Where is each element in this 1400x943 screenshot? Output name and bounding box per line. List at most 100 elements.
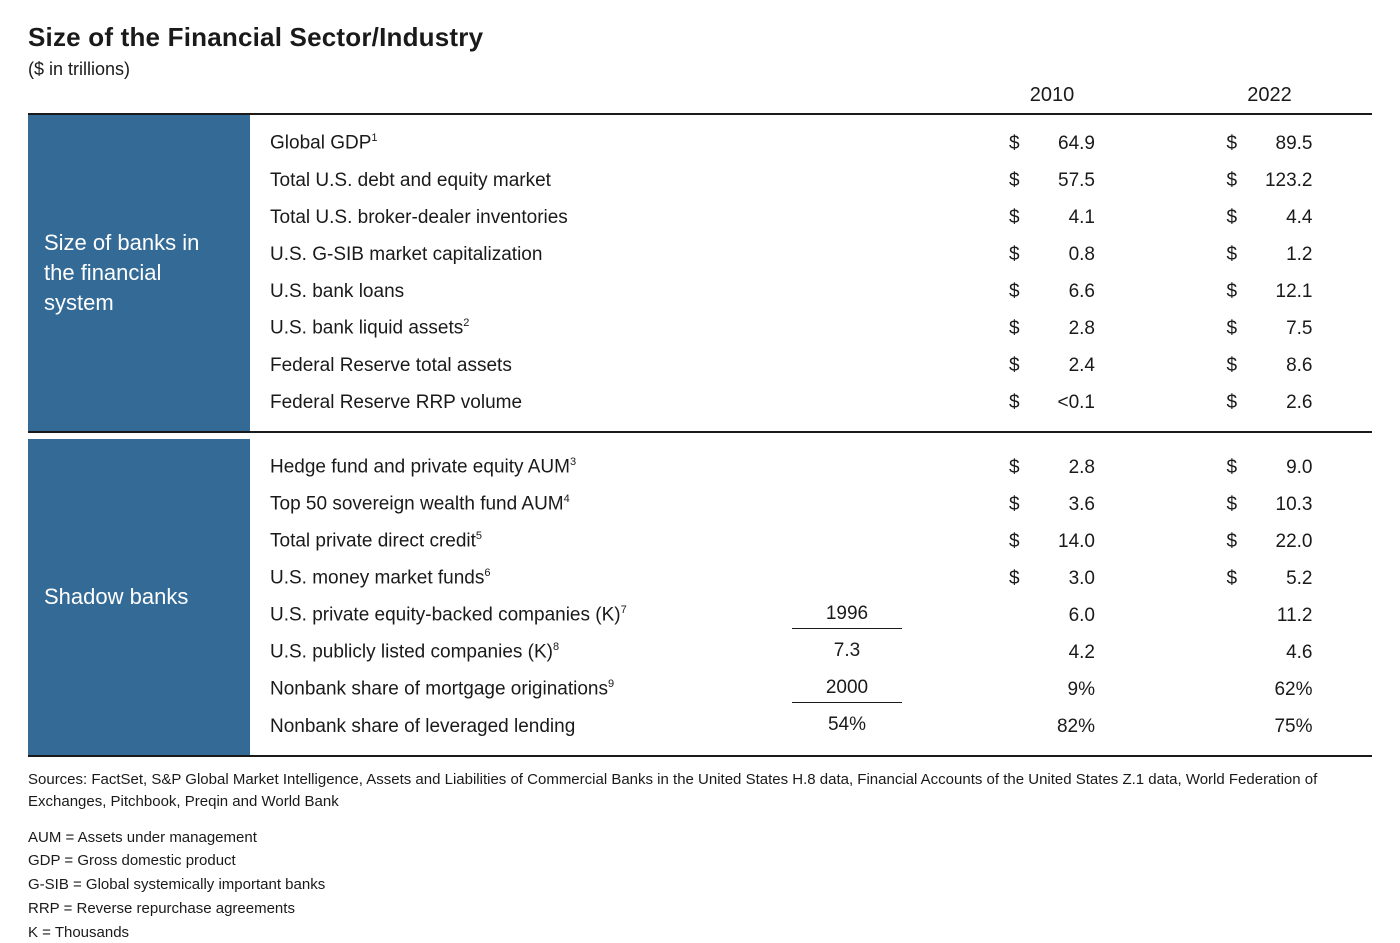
row-value: 57.5 (1039, 170, 1095, 192)
row-label: Federal Reserve total assets (270, 355, 757, 377)
row-extra-col: 54% (757, 714, 937, 739)
row-value-cell: $4.1 (937, 207, 1167, 229)
row-label: U.S. bank loans (270, 281, 757, 303)
row-value: 6.0 (1009, 605, 1095, 627)
row-value-cell: $8.6 (1167, 355, 1372, 377)
currency-symbol: $ (1227, 207, 1257, 229)
row-value: 75% (1227, 716, 1313, 738)
row-value: 12.1 (1257, 281, 1313, 303)
table-row: U.S. publicly listed companies (K)87.34.… (270, 634, 1372, 671)
table-row: Top 50 sovereign wealth fund AUM4$3.6$10… (270, 486, 1372, 523)
currency-symbol: $ (1227, 355, 1257, 377)
currency-symbol: $ (1227, 281, 1257, 303)
row-label: Total private direct credit5 (270, 530, 757, 552)
sources-text: Sources: FactSet, S&P Global Market Inte… (28, 769, 1372, 813)
column-header-2022: 2022 (1167, 84, 1372, 107)
row-footnote-ref: 9 (608, 678, 614, 690)
row-value: 62% (1227, 679, 1313, 701)
currency-symbol: $ (1009, 568, 1039, 590)
column-header-row: 2010 2022 (28, 84, 1372, 115)
financial-sector-table: Size of the Financial Sector/Industry ($… (0, 0, 1400, 943)
row-value: 3.0 (1039, 568, 1095, 590)
currency-symbol: $ (1227, 133, 1257, 155)
row-value: 4.6 (1227, 642, 1313, 664)
row-value: 7.5 (1257, 318, 1313, 340)
row-extra-value: 2000 (792, 677, 902, 703)
row-value: 22.0 (1257, 531, 1313, 553)
currency-symbol: $ (1009, 355, 1039, 377)
table-group: Shadow banks Hedge fund and private equit… (28, 439, 1372, 757)
row-value-cell: 82% (937, 716, 1167, 738)
table-row: Total U.S. broker-dealer inventories$4.1… (270, 199, 1372, 236)
row-label: U.S. G-SIB market capitalization (270, 244, 757, 266)
row-value: 8.6 (1257, 355, 1313, 377)
footnotes: Sources: FactSet, S&P Global Market Inte… (28, 769, 1372, 943)
row-value-cell: $5.2 (1167, 568, 1372, 590)
row-extra-value: 7.3 (792, 640, 902, 665)
group-side-label: Shadow banks (28, 439, 250, 755)
currency-symbol: $ (1009, 281, 1039, 303)
row-value-cell: $1.2 (1167, 244, 1372, 266)
currency-symbol: $ (1227, 457, 1257, 479)
currency-symbol: $ (1227, 170, 1257, 192)
currency-symbol: $ (1227, 244, 1257, 266)
row-value-cell: $9.0 (1167, 457, 1372, 479)
group-rows: Hedge fund and private equity AUM3$2.8$9… (270, 439, 1372, 755)
currency-symbol: $ (1009, 244, 1039, 266)
row-value-cell: 9% (937, 679, 1167, 701)
row-value: 14.0 (1039, 531, 1095, 553)
row-value-cell: $0.8 (937, 244, 1167, 266)
page-subtitle: ($ in trillions) (28, 59, 1372, 80)
row-extra-col: 7.3 (757, 640, 937, 665)
row-value: 4.4 (1257, 207, 1313, 229)
table-row: U.S. money market funds6$3.0$5.2 (270, 560, 1372, 597)
row-label: Hedge fund and private equity AUM3 (270, 456, 757, 478)
column-header-2010: 2010 (937, 84, 1167, 107)
row-value: 82% (1009, 716, 1095, 738)
row-value-cell: 4.2 (937, 642, 1167, 664)
row-value-cell: $14.0 (937, 531, 1167, 553)
row-value-cell: 11.2 (1167, 605, 1372, 627)
definition-item: AUM = Assets under management (28, 827, 1372, 849)
definition-item: RRP = Reverse repurchase agreements (28, 898, 1372, 920)
row-value: 4.1 (1039, 207, 1095, 229)
row-value-cell: $<0.1 (937, 392, 1167, 414)
row-value: 4.2 (1009, 642, 1095, 664)
row-value-cell: $89.5 (1167, 133, 1372, 155)
row-value-cell: $2.4 (937, 355, 1167, 377)
currency-symbol: $ (1009, 133, 1039, 155)
currency-symbol: $ (1009, 457, 1039, 479)
table-row: U.S. bank loans$6.6$12.1 (270, 273, 1372, 310)
currency-symbol: $ (1227, 318, 1257, 340)
row-footnote-ref: 6 (484, 567, 490, 579)
table-row: Nonbank share of mortgage originations92… (270, 671, 1372, 708)
table-row: Nonbank share of leveraged lending54%82%… (270, 708, 1372, 745)
currency-symbol: $ (1227, 531, 1257, 553)
row-value: 2.8 (1039, 457, 1095, 479)
row-value-cell: $2.8 (937, 318, 1167, 340)
row-footnote-ref: 5 (476, 530, 482, 542)
currency-symbol: $ (1227, 494, 1257, 516)
row-value: 2.6 (1257, 392, 1313, 414)
table-row: Global GDP1$64.9$89.5 (270, 125, 1372, 162)
table-group: Size of banks in the financial systemGlo… (28, 115, 1372, 433)
currency-symbol: $ (1009, 170, 1039, 192)
currency-symbol: $ (1227, 568, 1257, 590)
row-extra-col: 1996 (757, 603, 937, 629)
row-value: 10.3 (1257, 494, 1313, 516)
row-value: <0.1 (1039, 392, 1095, 414)
row-value: 6.6 (1039, 281, 1095, 303)
row-value-cell: 62% (1167, 679, 1372, 701)
row-value: 64.9 (1039, 133, 1095, 155)
page-title: Size of the Financial Sector/Industry (28, 22, 1372, 53)
row-footnote-ref: 1 (371, 132, 377, 144)
row-value-cell: $7.5 (1167, 318, 1372, 340)
row-label: Top 50 sovereign wealth fund AUM4 (270, 493, 757, 515)
row-value: 1.2 (1257, 244, 1313, 266)
row-footnote-ref: 3 (570, 456, 576, 468)
currency-symbol: $ (1227, 392, 1257, 414)
table-row: Hedge fund and private equity AUM3$2.8$9… (270, 449, 1372, 486)
table-row: U.S. private equity-backed companies (K)… (270, 597, 1372, 634)
row-value: 9.0 (1257, 457, 1313, 479)
row-value: 3.6 (1039, 494, 1095, 516)
